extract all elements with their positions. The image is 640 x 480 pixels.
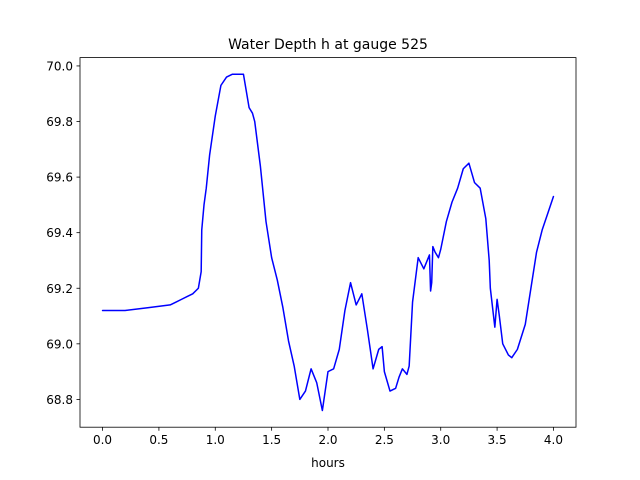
plot-area bbox=[79, 57, 577, 428]
x-axis-ticks: 0.0 0.5 1.0 1.5 2.0 2.5 3.0 3.5 4.0 bbox=[93, 427, 563, 447]
x-tick-label: 3.0 bbox=[431, 433, 450, 447]
x-tick-label: 1.0 bbox=[206, 433, 225, 447]
x-tick-label: 2.0 bbox=[318, 433, 337, 447]
series-line-0 bbox=[101, 73, 555, 412]
y-tick-label: 69.4 bbox=[46, 226, 73, 240]
y-tick-label: 68.8 bbox=[46, 393, 73, 407]
y-tick-label: 69.0 bbox=[46, 337, 73, 351]
x-tick-label: 2.5 bbox=[375, 433, 394, 447]
x-axis-label: hours bbox=[311, 456, 345, 470]
y-tick-label: 69.8 bbox=[46, 115, 73, 129]
x-tick-label: 0.0 bbox=[93, 433, 112, 447]
y-tick-label: 69.6 bbox=[46, 171, 73, 185]
x-tick-label: 4.0 bbox=[544, 433, 563, 447]
y-axis-ticks: 68.8 69.0 69.2 69.4 69.6 69.8 70.0 bbox=[46, 59, 80, 407]
chart-title: Water Depth h at gauge 525 bbox=[228, 37, 428, 53]
x-tick-label: 1.5 bbox=[262, 433, 281, 447]
x-tick-label: 0.5 bbox=[149, 433, 168, 447]
y-tick-label: 70.0 bbox=[46, 59, 73, 73]
y-tick-label: 69.2 bbox=[46, 282, 73, 296]
x-tick-label: 3.5 bbox=[488, 433, 507, 447]
